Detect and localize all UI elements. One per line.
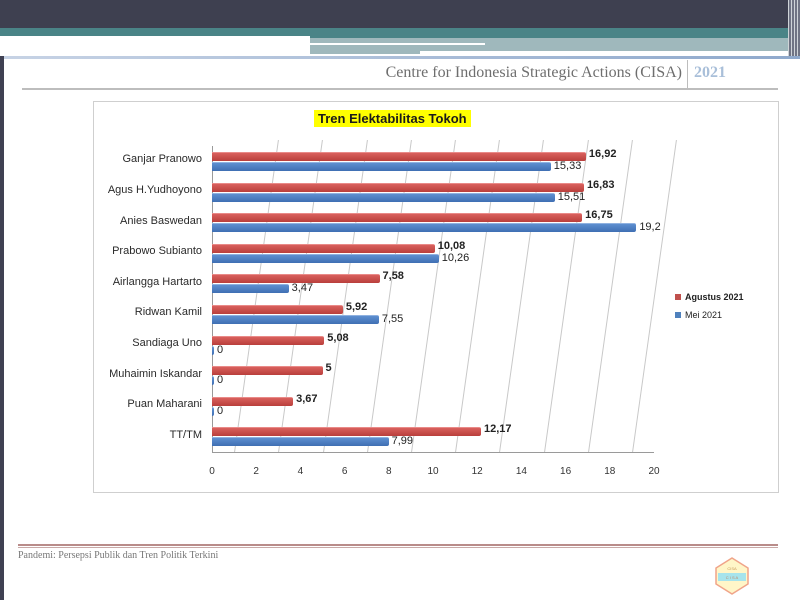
data-label: 3,47 xyxy=(291,282,314,295)
data-label: 5 xyxy=(325,362,332,375)
header-year: 2021 xyxy=(694,64,726,81)
bar-agustus-2021 xyxy=(212,152,586,161)
category-label: Ridwan Kamil xyxy=(134,306,202,319)
x-tick-label: 6 xyxy=(341,466,348,477)
category-label: Anies Baswedan xyxy=(120,214,202,227)
bar-mei-2021 xyxy=(212,315,379,324)
category-label: TT/TM xyxy=(169,428,202,441)
legend-item: Mei 2021 xyxy=(675,310,744,320)
data-label: 5,08 xyxy=(327,331,349,344)
category-axis-labels: Ganjar Pranowo Agus H.Yudhoyono Anies Basw… xyxy=(12,146,202,452)
x-tick-label: 18 xyxy=(604,466,616,477)
x-tick-label: 14 xyxy=(515,466,527,477)
legend-item: Agustus 2021 xyxy=(675,292,744,302)
top-banner xyxy=(0,0,800,28)
top-banner-grey-band xyxy=(310,38,800,54)
legend-label: Mei 2021 xyxy=(685,310,723,320)
data-label: 3,67 xyxy=(296,392,318,405)
header-separator xyxy=(687,60,688,88)
category-label: Puan Maharani xyxy=(127,398,202,411)
category-label: Sandiaga Uno xyxy=(132,336,202,349)
header-rule xyxy=(22,88,778,90)
bar-agustus-2021 xyxy=(212,274,380,284)
data-label: 10,26 xyxy=(441,251,470,264)
data-label: 7,99 xyxy=(391,435,413,448)
bar-mei-2021 xyxy=(212,437,389,447)
data-label: 0 xyxy=(217,404,224,417)
x-tick-label: 4 xyxy=(297,466,304,477)
bar-agustus-2021 xyxy=(212,182,584,192)
cisa-logo-icon: CISA C I S A xyxy=(715,557,749,595)
footer-rule xyxy=(18,544,778,548)
data-label: 19,2 xyxy=(639,221,661,234)
x-tick-label: 16 xyxy=(560,466,572,477)
bar-mei-2021 xyxy=(212,376,214,386)
data-label: 5,92 xyxy=(345,301,368,313)
bar-agustus-2021 xyxy=(212,305,343,314)
data-label: 16,75 xyxy=(585,209,613,222)
category-label: Muhaimin Iskandar xyxy=(109,367,202,380)
category-label: Prabowo Subianto xyxy=(112,245,202,258)
category-label: Ganjar Pranowo xyxy=(122,153,203,166)
bar-mei-2021 xyxy=(212,406,214,416)
top-banner-line xyxy=(420,51,800,54)
x-tick-label: 0 xyxy=(209,466,215,477)
data-label: 15,51 xyxy=(557,190,586,203)
data-label: 0 xyxy=(217,374,224,387)
bar-agustus-2021 xyxy=(212,427,481,437)
bar-mei-2021 xyxy=(212,284,289,294)
bar-agustus-2021 xyxy=(212,213,583,223)
data-label: 7,58 xyxy=(382,270,404,283)
top-banner-line xyxy=(310,43,485,45)
slide-left-edge xyxy=(0,56,4,600)
x-tick-label: 8 xyxy=(386,466,392,477)
data-label: 15,33 xyxy=(553,160,582,172)
svg-text:CISA: CISA xyxy=(727,566,737,571)
bar-agustus-2021 xyxy=(212,366,323,376)
x-tick-label: 12 xyxy=(471,466,483,477)
chart-title: Tren Elektabilitas Tokoh xyxy=(314,110,471,127)
data-label: 12,17 xyxy=(483,423,512,436)
y-axis xyxy=(212,146,213,452)
footer-text: Pandemi: Persepsi Publik dan Tren Politi… xyxy=(18,550,219,561)
top-banner-white-band xyxy=(0,36,310,56)
data-label: 7,55 xyxy=(381,313,404,325)
category-label: Airlangga Hartarto xyxy=(112,275,202,288)
data-label: 16,83 xyxy=(586,178,615,191)
bar-agustus-2021 xyxy=(212,243,435,253)
bar-mei-2021 xyxy=(212,223,637,233)
plot-area: 0 2 4 6 8 10 12 14 16 18 20 16,92 15,33 16,83 15,51 16,… xyxy=(209,140,677,477)
header-divider xyxy=(0,56,800,59)
data-label: 16,92 xyxy=(588,148,617,160)
svg-text:C I S A: C I S A xyxy=(726,575,739,580)
bar-mei-2021 xyxy=(212,162,551,171)
data-label: 0 xyxy=(217,343,224,356)
bar-mei-2021 xyxy=(212,345,214,355)
bar-mei-2021 xyxy=(212,253,439,263)
x-tick-label: 10 xyxy=(427,466,439,477)
top-banner-stripes xyxy=(788,0,800,56)
x-tick-label: 2 xyxy=(253,466,259,477)
data-label: 10,08 xyxy=(437,239,466,252)
bar-agustus-2021 xyxy=(212,396,294,406)
top-banner-teal-stripe xyxy=(0,28,800,38)
legend-swatch-icon xyxy=(675,294,681,300)
x-tick-label: 20 xyxy=(648,466,660,477)
legend-label: Agustus 2021 xyxy=(685,292,744,302)
chart-legend: Agustus 2021 Mei 2021 xyxy=(675,292,744,328)
bar-mei-2021 xyxy=(212,192,555,202)
organization-name: Centre for Indonesia Strategic Actions (… xyxy=(385,64,682,81)
bar-agustus-2021 xyxy=(212,335,325,345)
x-axis xyxy=(212,452,654,453)
category-label: Agus H.Yudhoyono xyxy=(107,183,202,196)
legend-swatch-icon xyxy=(675,312,681,318)
